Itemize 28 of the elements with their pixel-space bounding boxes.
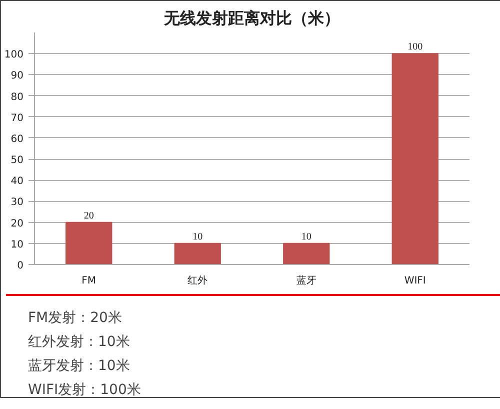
bar	[392, 53, 438, 264]
y-tick-label: 90	[10, 70, 24, 82]
y-tick-label: 60	[10, 134, 24, 145]
y-tick-label: 0	[17, 260, 24, 272]
text: 蓝牙发射：10米	[28, 358, 130, 374]
data-label: 100	[408, 42, 423, 53]
data-label: 10	[301, 231, 312, 242]
bar	[66, 222, 112, 264]
y-tick-label: 10	[10, 239, 24, 250]
y-tick-label: 100	[4, 50, 24, 61]
bar	[174, 242, 221, 264]
x-tick-label: FM	[82, 276, 96, 286]
y-tick-label: 80	[10, 92, 24, 103]
y-tick-label: 50	[10, 155, 24, 166]
bar	[283, 242, 330, 264]
text: 红外发射：10米	[28, 334, 130, 350]
text: FM发射：20米	[28, 310, 122, 326]
data-label: 10	[192, 231, 203, 242]
data-label: 20	[84, 210, 94, 222]
y-tick-label: 70	[10, 112, 24, 124]
chart-title: 无线发射距离对比（米）	[163, 8, 340, 28]
text: WIFI发射：100米	[28, 382, 141, 398]
x-tick-label: 红外	[188, 274, 208, 286]
x-tick-label: 蓝牙	[296, 274, 316, 286]
y-tick-label: 20	[10, 218, 24, 230]
y-tick-label: 40	[10, 176, 24, 188]
y-tick-label: 30	[10, 197, 24, 208]
x-tick-label: WIFI	[404, 276, 426, 286]
